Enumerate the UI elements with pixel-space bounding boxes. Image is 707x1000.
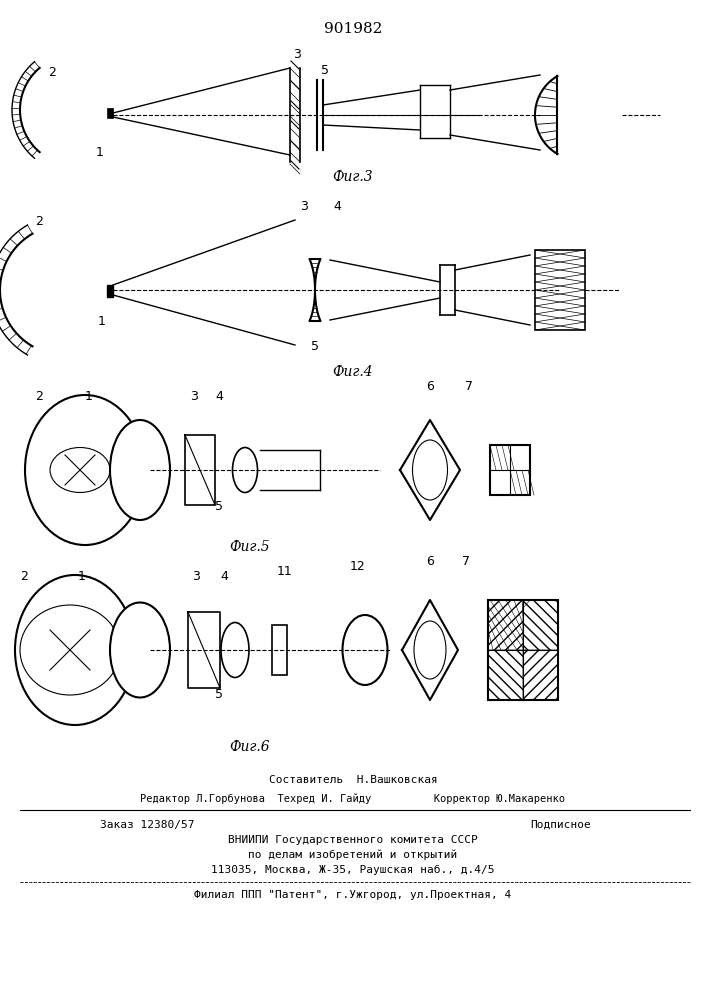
Text: 3: 3: [293, 48, 301, 62]
Text: 5: 5: [215, 688, 223, 701]
Text: 2: 2: [35, 215, 43, 228]
Ellipse shape: [110, 420, 170, 520]
Text: 113035, Москва, Ж-35, Раушская наб., д.4/5: 113035, Москва, Ж-35, Раушская наб., д.4…: [211, 865, 495, 875]
Text: Составитель  Н.Вашковская: Составитель Н.Вашковская: [269, 775, 438, 785]
Text: 2: 2: [35, 390, 43, 403]
Bar: [107, 285, 113, 297]
Text: 3: 3: [192, 570, 200, 583]
Text: 5: 5: [311, 340, 319, 353]
Bar: [523, 600, 558, 650]
Bar: [535, 250, 585, 330]
Text: 3: 3: [300, 200, 308, 213]
Bar: [488, 600, 523, 650]
Text: 1: 1: [98, 315, 106, 328]
Text: Фиг.6: Фиг.6: [230, 740, 270, 754]
Bar: [107, 108, 113, 118]
Text: 7: 7: [465, 380, 473, 393]
Text: 3: 3: [190, 390, 198, 403]
Text: 4: 4: [220, 570, 228, 583]
Ellipse shape: [15, 575, 135, 725]
Text: Редактор Л.Горбунова  Техред И. Гайду          Корректор Ю.Макаренко: Редактор Л.Горбунова Техред И. Гайду Кор…: [141, 793, 566, 804]
Ellipse shape: [110, 602, 170, 698]
Text: 2: 2: [48, 66, 56, 79]
Text: 6: 6: [426, 380, 434, 393]
Text: 901982: 901982: [324, 22, 382, 36]
Bar: [272, 625, 287, 675]
Bar: [490, 445, 530, 495]
Text: 11: 11: [277, 565, 293, 578]
Ellipse shape: [233, 448, 257, 492]
Text: Филиал ППП "Патент", г.Ужгород, ул.Проектная, 4: Филиал ППП "Патент", г.Ужгород, ул.Проек…: [194, 890, 512, 900]
Text: по делам изобретений и открытий: по делам изобретений и открытий: [248, 850, 457, 860]
Bar: [488, 650, 523, 700]
Text: 2: 2: [20, 570, 28, 583]
Text: Фиг.3: Фиг.3: [333, 170, 373, 184]
Ellipse shape: [221, 622, 249, 678]
Text: 12: 12: [350, 560, 366, 573]
Text: 7: 7: [462, 555, 470, 568]
Bar: [523, 650, 558, 700]
Text: 1: 1: [78, 570, 86, 583]
Ellipse shape: [25, 395, 145, 545]
Text: ВНИИПИ Государственного комитета СССР: ВНИИПИ Государственного комитета СССР: [228, 835, 478, 845]
Text: 1: 1: [85, 390, 93, 403]
Text: 1: 1: [96, 146, 104, 159]
Text: 6: 6: [426, 555, 434, 568]
Text: 4: 4: [215, 390, 223, 403]
Bar: [488, 600, 558, 700]
Text: 5: 5: [215, 500, 223, 513]
Text: 4: 4: [333, 200, 341, 213]
Text: Заказ 12380/57: Заказ 12380/57: [100, 820, 194, 830]
Text: Фиг.4: Фиг.4: [333, 365, 373, 379]
Text: Подписное: Подписное: [530, 820, 591, 830]
Text: 5: 5: [321, 64, 329, 77]
Text: Фиг.5: Фиг.5: [230, 540, 270, 554]
Ellipse shape: [342, 615, 387, 685]
